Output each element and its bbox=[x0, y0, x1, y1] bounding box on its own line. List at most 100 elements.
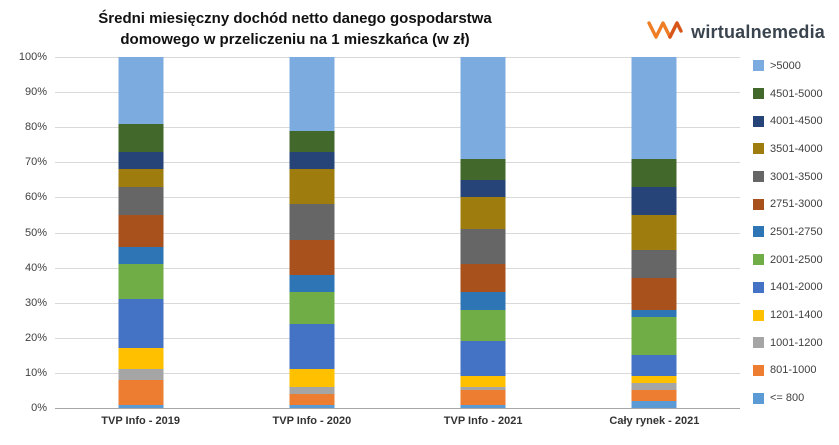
legend-item: >5000 bbox=[753, 52, 823, 80]
wm-zigzag-icon bbox=[646, 18, 684, 47]
legend-item: 1401-2000 bbox=[753, 274, 823, 302]
legend-label: 3501-4000 bbox=[770, 142, 823, 155]
legend-swatch bbox=[753, 88, 764, 100]
y-axis-tick-label: 60% bbox=[24, 191, 47, 204]
bar-segment bbox=[631, 390, 677, 401]
bar-segment bbox=[460, 158, 506, 180]
y-axis-tick-label: 50% bbox=[24, 226, 47, 239]
y-axis-tick-label: 90% bbox=[24, 86, 47, 99]
legend-swatch bbox=[753, 198, 764, 210]
legend-item: 3501-4000 bbox=[753, 135, 823, 163]
legend-label: 4501-5000 bbox=[770, 87, 823, 100]
legend-swatch bbox=[753, 60, 764, 72]
bar-segment bbox=[118, 123, 164, 152]
bar-segment bbox=[460, 229, 506, 265]
legend-swatch bbox=[753, 171, 764, 183]
legend-label: 2751-3000 bbox=[770, 198, 823, 211]
legend-label: 2001-2500 bbox=[770, 253, 823, 266]
bar-segment bbox=[631, 250, 677, 279]
bar-group: Cały rynek - 2021 bbox=[569, 57, 740, 427]
bar-segment bbox=[631, 376, 677, 384]
legend-label: 1001-1200 bbox=[770, 336, 823, 349]
legend-swatch bbox=[753, 254, 764, 266]
legend-item: <= 800 bbox=[753, 384, 823, 412]
legend-label: >5000 bbox=[770, 59, 801, 72]
bar-segment bbox=[118, 246, 164, 265]
bar-segment bbox=[631, 355, 677, 377]
chart-title-line2: domowego w przeliczeniu na 1 mieszkańca … bbox=[120, 31, 470, 48]
bar-segment bbox=[118, 169, 164, 187]
wirtualnemedia-logo-text: wirtualnemedia bbox=[691, 22, 825, 42]
bar-segment bbox=[460, 292, 506, 310]
bar-segment bbox=[631, 400, 677, 408]
bar-segment bbox=[118, 215, 164, 247]
bar-segment bbox=[289, 130, 335, 152]
legend-label: <= 800 bbox=[770, 392, 805, 405]
bar-segment bbox=[118, 264, 164, 300]
bar-segment bbox=[118, 379, 164, 405]
bar-segment bbox=[631, 158, 677, 187]
y-axis-tick-label: 20% bbox=[24, 331, 47, 344]
legend-item: 2001-2500 bbox=[753, 246, 823, 274]
bar-segment bbox=[289, 404, 335, 408]
bar-segment bbox=[631, 57, 677, 159]
stacked-bar bbox=[631, 57, 677, 408]
y-axis-tick-label: 70% bbox=[24, 156, 47, 169]
bar-segment bbox=[289, 386, 335, 394]
gridline bbox=[55, 232, 740, 234]
x-axis-category-label: TVP Info - 2020 bbox=[272, 415, 352, 427]
gridline bbox=[55, 408, 740, 409]
bar-segment bbox=[460, 264, 506, 293]
bar-segment bbox=[631, 309, 677, 317]
legend-label: 3001-3500 bbox=[770, 170, 823, 183]
gridline bbox=[55, 197, 740, 199]
bar-segment bbox=[460, 57, 506, 159]
bar-segment bbox=[118, 151, 164, 170]
legend-swatch bbox=[753, 143, 764, 155]
bar-segment bbox=[118, 186, 164, 216]
legend-label: 4001-4500 bbox=[770, 115, 823, 128]
bar-segment bbox=[118, 404, 164, 408]
bar-segment bbox=[460, 179, 506, 198]
legend-swatch bbox=[753, 226, 764, 238]
bar-group: TVP Info - 2021 bbox=[398, 57, 569, 427]
stacked-bar bbox=[460, 57, 506, 408]
y-axis-tick-label: 80% bbox=[24, 121, 47, 134]
legend-label: 2501-2750 bbox=[770, 225, 823, 238]
bar-segment bbox=[460, 404, 506, 408]
legend-swatch bbox=[753, 337, 764, 349]
y-axis: 100% 90% 80% 70% 60% 50% 40% 30% 20% 10% 0% bbox=[0, 51, 47, 414]
bar-segment bbox=[118, 348, 164, 370]
bar-segment bbox=[118, 57, 164, 124]
legend-item: 801-1000 bbox=[753, 357, 823, 385]
bar-group: TVP Info - 2020 bbox=[226, 57, 397, 427]
bar-segment bbox=[289, 57, 335, 131]
x-axis-category-label: TVP Info - 2019 bbox=[101, 415, 180, 427]
chart-title-line1: Średni miesięczny dochód netto danego go… bbox=[98, 10, 492, 27]
gridline bbox=[55, 162, 740, 164]
bar-segment bbox=[118, 299, 164, 349]
wirtualnemedia-logo: wirtualnemedia bbox=[646, 18, 825, 47]
legend-label: 801-1000 bbox=[770, 364, 817, 377]
gridline bbox=[55, 127, 740, 129]
legend-label: 1201-1400 bbox=[770, 309, 823, 322]
gridline bbox=[55, 92, 740, 94]
bar-segment bbox=[460, 309, 506, 342]
bar-segment bbox=[460, 197, 506, 230]
bar-segment bbox=[460, 341, 506, 377]
y-axis-tick-label: 100% bbox=[18, 51, 47, 63]
y-axis-tick-label: 0% bbox=[31, 402, 47, 414]
legend-swatch bbox=[753, 309, 764, 321]
legend-item: 4001-4500 bbox=[753, 107, 823, 135]
legend-item: 2501-2750 bbox=[753, 218, 823, 246]
stacked-bar bbox=[289, 57, 335, 408]
bar-segment bbox=[631, 186, 677, 216]
bar-segment bbox=[118, 369, 164, 380]
bar-segment bbox=[289, 151, 335, 170]
bar-segment bbox=[460, 376, 506, 387]
gridline bbox=[55, 57, 740, 58]
bar-segment bbox=[289, 323, 335, 370]
bar-segment bbox=[631, 278, 677, 310]
stacked-bar bbox=[118, 57, 164, 408]
bar-segment bbox=[460, 390, 506, 405]
